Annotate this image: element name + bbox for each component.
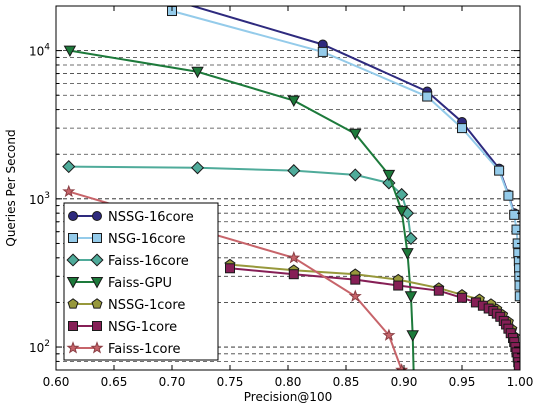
legend-marker-nssg-1core [67,298,79,309]
data-point-faiss-gpu [349,128,362,141]
series-line-faiss-gpu [69,49,415,370]
series-faiss-16core [62,160,418,246]
data-point-nsg-1core [225,263,235,274]
series-nssg-16core [168,0,520,219]
series-nsg-16core [167,6,520,302]
y-tick-label: 104 [29,43,50,59]
x-axis-ticks: 0.60 0.65 0.70 0.75 0.80 0.85 0.90 0.95 1.00 [43,6,534,389]
legend-marker-nsg-1core [92,321,102,331]
data-point-faiss-gpu [287,95,301,108]
x-tick-label: 0.65 [101,375,128,389]
legend-label-faiss-1core: Faiss-1core [108,342,181,357]
legend-marker-faiss-16core [90,253,104,267]
data-point-faiss-gpu [191,66,204,79]
legend-marker-nssg-1core [91,298,103,309]
x-tick-label: 1.00 [507,375,534,389]
series-line-nssg-16core [189,6,516,214]
x-tick-label: 0.90 [391,375,418,389]
data-point-faiss-gpu [404,291,418,303]
legend-marker-nsg-16core [68,233,78,243]
data-point-faiss-gpu [63,45,77,58]
data-point-nsg-1core [513,361,520,370]
data-point-nsg-1core [393,280,404,291]
legend-item-nsg-1core: NSG-1core [68,320,177,335]
x-tick-label: 0.80 [275,375,302,389]
data-point-nsg-16core [503,190,514,201]
legend-item-faiss-16core: Faiss-16core [66,253,189,269]
data-point-faiss-gpu [401,248,414,260]
y-tick-label: 102 [29,339,50,355]
data-point-faiss-gpu [395,205,408,218]
legend-marker-nsg-1core [68,321,78,331]
y-tick-label: 103 [29,191,50,207]
data-point-nsg-16core [509,209,520,220]
data-point-faiss-1core [62,184,76,198]
legend-item-faiss-gpu: Faiss-GPU [66,276,172,291]
legend-item-nssg-16core: NSSG-16core [68,210,194,225]
data-point-faiss-gpu [382,169,396,182]
data-point-nsg-16core [422,91,433,102]
data-point-nssg-16core [168,0,177,4]
legend-label-nsg-16core: NSG-16core [108,232,185,247]
data-point-faiss-16core [62,160,76,174]
legend-label-nsg-1core: NSG-1core [108,320,177,335]
legend-marker-faiss-gpu [66,277,80,289]
y-axis-title: Queries Per Second [4,129,18,246]
data-point-nsg-16core [494,165,505,176]
data-point-nsg-1core [433,285,444,296]
x-tick-label: 0.60 [43,375,70,389]
x-tick-label: 0.70 [159,375,186,389]
data-point-faiss-1core [382,328,396,341]
legend-marker-faiss-1core [66,341,80,354]
x-tick-label: 0.95 [449,375,476,389]
data-point-nsg-1core [288,269,299,280]
data-point-faiss-16core [395,187,409,202]
data-point-nsg-16core [512,238,520,249]
legend-item-nsg-16core: NSG-16core [68,232,185,247]
legend-label-faiss-gpu: Faiss-GPU [108,276,172,291]
legend-marker-nsg-16core [92,233,102,243]
legend-marker-faiss-gpu [90,277,104,289]
legend-label-nssg-1core: NSSG-1core [108,298,185,313]
data-point-nsg-16core [317,46,328,57]
legend-item-nssg-1core: NSSG-1core [67,298,185,313]
legend-marker-nssg-16core [92,211,102,221]
data-point-nsg-1core [457,292,467,303]
y-axis-ticks: 102 103 104 [29,5,520,371]
data-point-nsg-1core [350,274,361,285]
legend-item-faiss-1core: Faiss-1core [66,341,181,357]
legend-marker-faiss-16core [66,253,80,267]
legend: NSSG-16core NSG-16core Faiss-16core Faiss-G… [63,202,219,361]
data-point-nsg-16core [511,224,520,235]
data-point-faiss-1core [287,250,301,264]
x-tick-label: 0.85 [333,375,360,389]
data-point-faiss-16core [190,161,205,175]
data-point-nsg-16core [457,123,467,134]
data-point-faiss-1core [348,289,362,302]
x-axis-title: Precision@100 [244,390,332,404]
data-point-faiss-1core [395,363,409,370]
x-tick-label: 0.75 [217,375,244,389]
legend-label-faiss-16core: Faiss-16core [108,254,189,269]
data-point-faiss-gpu [406,330,419,342]
legend-marker-nssg-16core [68,211,78,221]
data-point-faiss-16core [348,168,362,182]
legend-label-nssg-16core: NSSG-16core [108,210,194,225]
series-faiss-gpu [63,45,419,370]
legend-marker-faiss-1core [90,341,104,354]
data-point-faiss-16core [404,231,418,246]
data-point-faiss-16core [287,164,301,178]
